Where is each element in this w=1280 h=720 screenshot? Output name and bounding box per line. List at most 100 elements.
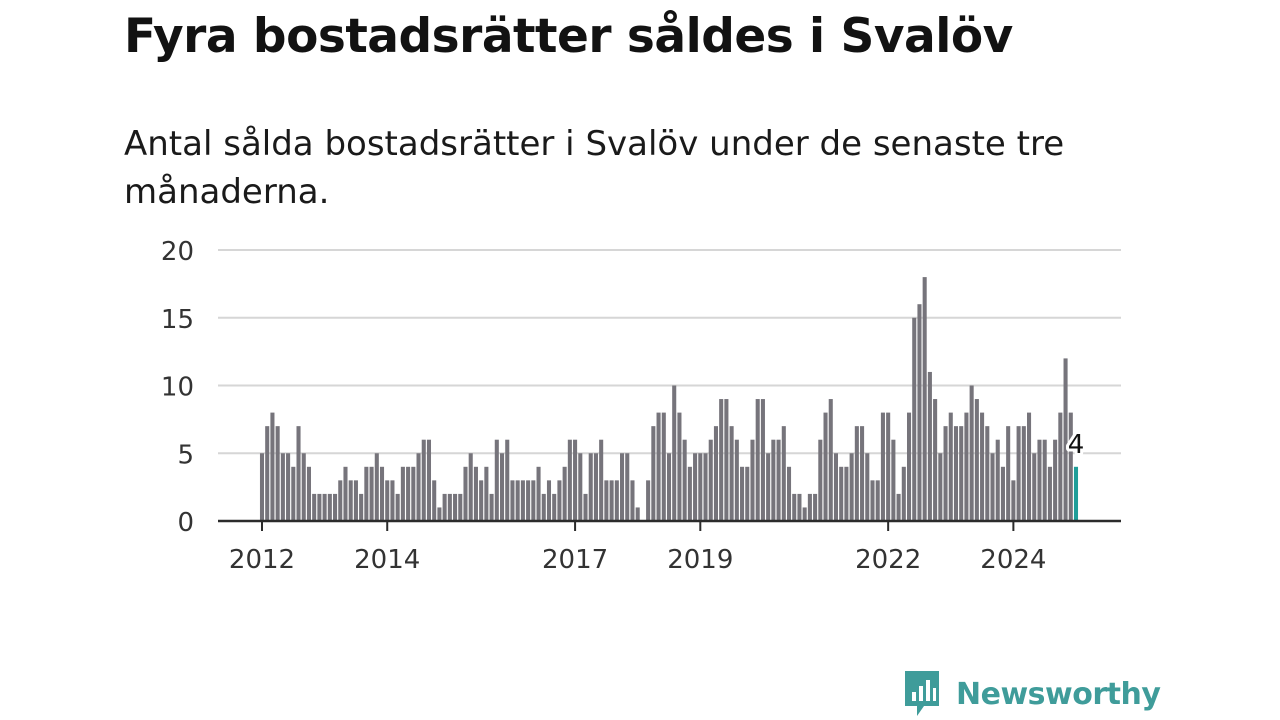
bar	[818, 439, 823, 521]
bar	[343, 466, 348, 521]
bar	[620, 453, 625, 521]
bar	[489, 493, 494, 521]
bar	[656, 412, 661, 521]
bar	[693, 453, 698, 521]
bar	[661, 412, 666, 521]
bar	[536, 466, 541, 521]
y-tick-label: 0	[177, 508, 194, 538]
bar	[1011, 480, 1016, 521]
bar	[839, 466, 844, 521]
bar	[708, 439, 713, 521]
bar	[411, 466, 416, 521]
bar	[406, 466, 411, 521]
bar	[515, 480, 520, 521]
bar	[1047, 466, 1052, 521]
bar	[990, 453, 995, 521]
x-tick-label: 2024	[980, 545, 1046, 575]
bar	[593, 453, 598, 521]
bar	[912, 317, 917, 521]
bar	[802, 507, 807, 521]
bar	[849, 453, 854, 521]
bar	[969, 385, 974, 521]
bar	[750, 439, 755, 521]
bar	[651, 426, 656, 521]
bar-latest	[1073, 466, 1079, 521]
bar	[635, 507, 640, 521]
chart-title: Fyra bostadsrätter såldes i Svalöv	[124, 9, 1013, 64]
bar	[880, 412, 885, 521]
bar	[557, 480, 562, 521]
bar	[1068, 412, 1073, 521]
bar	[927, 371, 932, 521]
bar	[275, 426, 280, 521]
bar	[562, 466, 567, 521]
bar	[875, 480, 880, 521]
bar	[458, 493, 463, 521]
bar	[400, 466, 405, 521]
bar	[682, 439, 687, 521]
bar	[463, 466, 468, 521]
bar	[301, 453, 306, 521]
bar	[546, 480, 552, 521]
bar	[494, 439, 499, 521]
bar	[833, 453, 839, 521]
bar	[1021, 426, 1026, 521]
bar	[447, 493, 452, 521]
bar	[379, 466, 385, 521]
bar	[719, 399, 724, 521]
x-axis-ticks: 2012 2014 2017 2019 2022 2024	[229, 521, 1046, 575]
bar	[828, 399, 833, 521]
bar	[1027, 412, 1032, 521]
bar	[390, 480, 395, 521]
bar	[896, 493, 901, 521]
bar	[583, 493, 588, 521]
bar	[291, 466, 296, 521]
bar	[1037, 439, 1042, 521]
bar	[531, 480, 536, 521]
bar	[374, 453, 379, 521]
bar	[1000, 466, 1005, 521]
bar	[588, 453, 593, 521]
bar	[922, 277, 927, 521]
bar	[353, 480, 358, 521]
bar	[473, 466, 478, 521]
bar	[901, 466, 906, 521]
bar	[797, 493, 802, 521]
bar	[974, 399, 979, 521]
bar	[724, 399, 729, 521]
bar	[270, 412, 275, 521]
bar	[541, 493, 546, 521]
bar	[437, 507, 442, 521]
bar	[338, 480, 343, 521]
bar	[771, 439, 776, 521]
bar	[943, 426, 948, 521]
bar	[860, 426, 865, 521]
bar	[614, 480, 619, 521]
bar	[359, 493, 364, 521]
bar	[505, 439, 510, 521]
bar	[479, 480, 484, 521]
x-tick-label: 2014	[354, 545, 420, 575]
bar	[364, 466, 369, 521]
bar	[567, 439, 572, 521]
bar	[698, 453, 703, 521]
bar	[327, 493, 332, 521]
bar	[886, 412, 891, 521]
bar	[453, 493, 458, 521]
bar	[953, 426, 959, 521]
y-tick-label: 10	[161, 373, 194, 403]
bar	[609, 480, 614, 521]
x-tick-label: 2019	[667, 545, 733, 575]
bar	[776, 439, 781, 521]
bar	[1063, 358, 1068, 521]
newsworthy-chart-bubble-icon	[905, 671, 939, 716]
bar	[265, 426, 270, 521]
bar	[734, 439, 739, 521]
bar	[995, 439, 1000, 521]
bar	[813, 493, 818, 521]
bar	[766, 453, 771, 521]
bar	[964, 412, 969, 521]
grid-lines	[218, 249, 1121, 455]
bar	[333, 493, 338, 521]
bar	[917, 304, 922, 521]
